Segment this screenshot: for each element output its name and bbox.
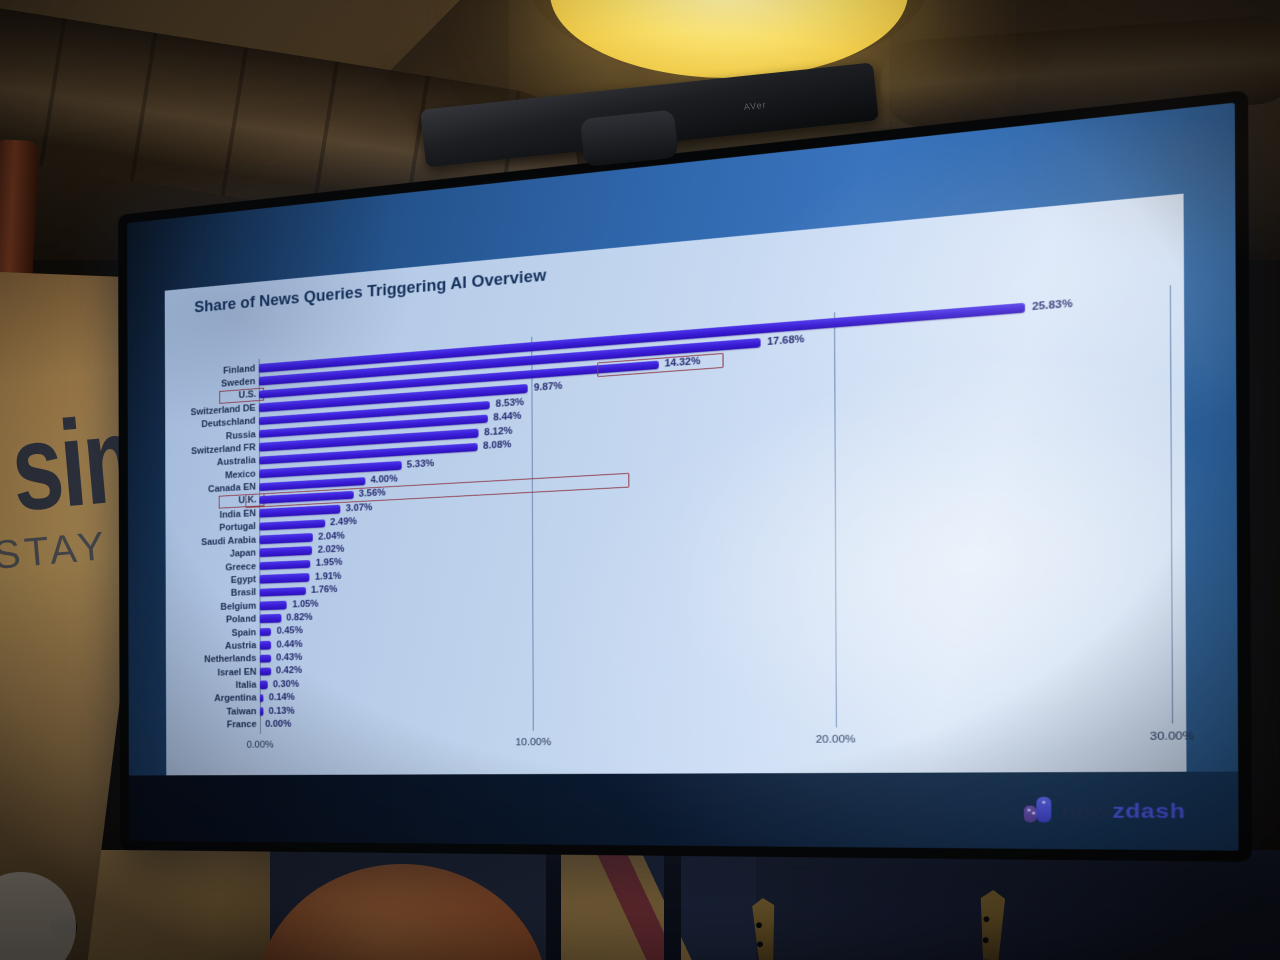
value-label: 9.87% (533, 380, 563, 394)
value-label: 0.42% (275, 665, 303, 677)
bar (259, 654, 271, 663)
bar (259, 667, 271, 676)
value-label: 8.12% (484, 425, 513, 438)
bar-chart: Finland 25.83% Sweden 17.68% U.S. 14.32% Switz… (175, 285, 1194, 763)
value-label: 2.02% (317, 543, 345, 556)
value-label: 1.95% (315, 557, 343, 569)
category-label: Argentina (214, 693, 257, 705)
value-label: 0.44% (276, 638, 303, 650)
value-label: 4.00% (370, 473, 398, 486)
category-label: Italia (235, 679, 257, 691)
x-tick-label: 10.00% (515, 736, 552, 749)
slide: Share of News Queries Triggering AI Over… (164, 193, 1194, 776)
value-label: 5.33% (406, 457, 435, 470)
value-label: 3.07% (345, 501, 373, 514)
value-label: 0.45% (276, 625, 303, 637)
bar (259, 559, 311, 571)
wall-mural (78, 850, 1280, 960)
newzdash-icon (1023, 794, 1054, 824)
value-label: 1.05% (292, 598, 319, 610)
bar (259, 640, 272, 650)
guitar-headstock-icon (975, 889, 1009, 960)
value-label: 25.83% (1031, 297, 1073, 313)
category-label: France (226, 719, 257, 731)
screen-footer-band: new zdash (128, 771, 1239, 851)
screen-content: Share of News Queries Triggering AI Over… (127, 102, 1239, 851)
tv-stand-post (546, 850, 561, 960)
category-label: Austria (225, 640, 257, 652)
x-tick-label: 30.00% (1149, 730, 1195, 743)
bar (259, 680, 268, 690)
newzdash-logo: new zdash (1023, 794, 1186, 824)
value-label: 0.13% (268, 705, 295, 717)
category-label: Israel EN (217, 666, 257, 678)
value-label: 0.43% (276, 652, 303, 664)
value-label: 1.76% (310, 584, 338, 596)
webcam-lens-icon (580, 109, 679, 168)
wall-circle-icon (0, 872, 76, 960)
bar (259, 614, 282, 624)
value-label: 8.44% (493, 410, 522, 424)
category-label: Poland (225, 613, 257, 626)
category-label: Netherlands (204, 653, 257, 666)
value-label: 1.91% (314, 570, 342, 583)
mural-stripe-panel (556, 850, 756, 960)
value-label: 0.14% (268, 692, 295, 704)
value-label: 0.82% (286, 611, 313, 624)
value-label: 2.04% (318, 530, 345, 542)
value-label: 2.49% (330, 516, 357, 529)
chart-title: Share of News Queries Triggering AI Over… (194, 266, 547, 316)
value-label: 0.30% (272, 678, 300, 690)
category-label: Spain (231, 627, 257, 639)
tv-stand-post (664, 850, 681, 960)
tv-screen: Share of News Queries Triggering AI Over… (118, 90, 1253, 863)
category-label: Taiwan (226, 706, 257, 718)
mural-circle-icon (256, 864, 548, 960)
bar (259, 533, 313, 544)
x-tick-label: 20.00% (815, 733, 856, 746)
bar (259, 573, 310, 584)
bar (259, 694, 264, 703)
bar (259, 586, 306, 597)
bar (259, 627, 272, 637)
value-label: 17.68% (767, 333, 805, 348)
logo-text-prefix: new (1061, 799, 1111, 823)
value-label: 8.08% (483, 439, 512, 452)
value-label: 8.53% (495, 396, 525, 410)
x-tick-label: 0.00% (246, 739, 274, 751)
bar (259, 546, 313, 558)
bar (259, 600, 288, 610)
bar (259, 519, 325, 531)
webcam-brand-label: AVer (743, 99, 768, 113)
bar (259, 707, 264, 716)
mural-tan-panel (78, 850, 270, 960)
value-label: 0.00% (265, 718, 292, 730)
logo-text-suffix: zdash (1112, 799, 1186, 824)
